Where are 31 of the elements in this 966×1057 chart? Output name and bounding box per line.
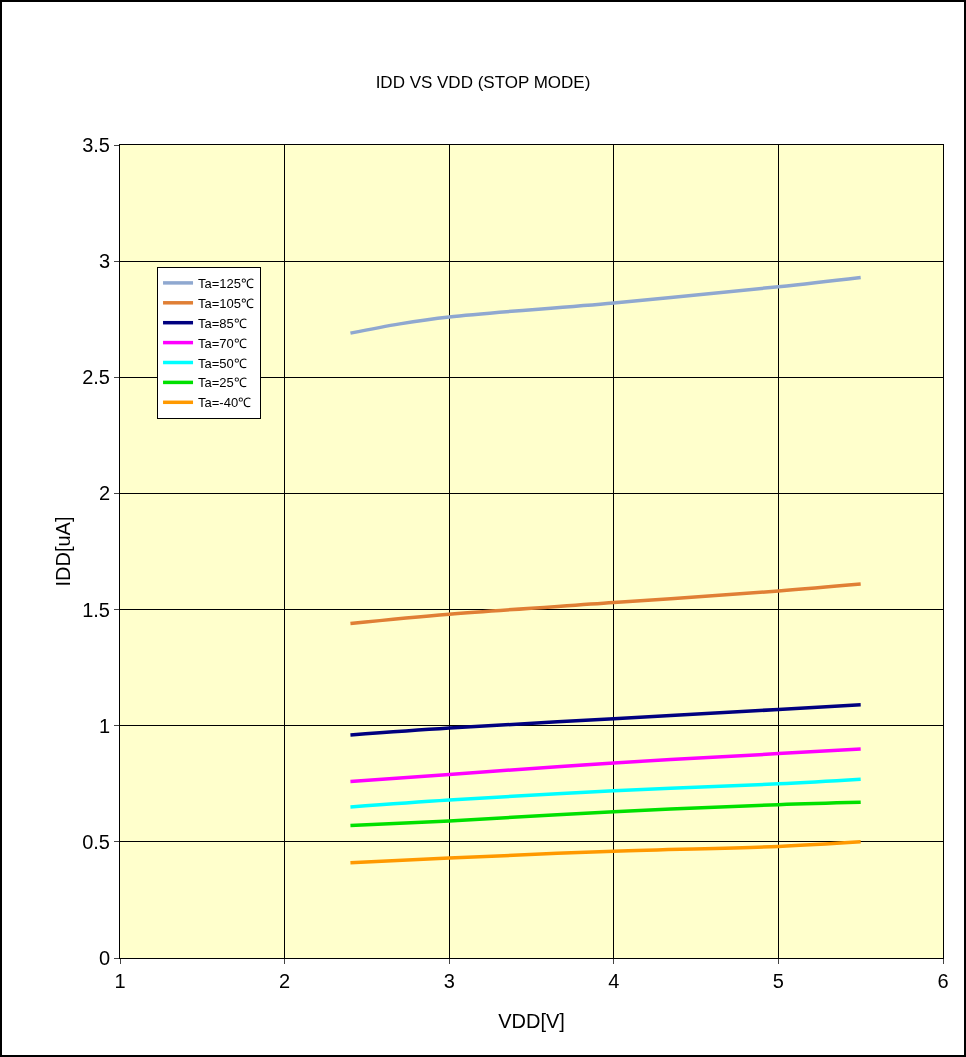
y-tick-label: 1.5 [82,598,110,621]
y-tick-label: 2 [98,482,110,505]
line-series [348,840,863,865]
x-tick-label: 5 [772,970,784,992]
y-tick-label: 3.5 [82,134,110,156]
legend-label: Ta=125℃ [198,275,255,291]
y-axis-title: IDD[uA] [52,516,74,587]
x-tick-label: 3 [443,970,455,992]
line-series [348,275,863,335]
legend-label: Ta=105℃ [198,295,255,311]
x-axis-title: VDD[V] [498,1010,565,1032]
line-series [348,777,863,809]
x-tick-label: 4 [608,970,620,992]
legend-label: Ta=85℃ [198,315,247,331]
x-tick-label: 6 [937,970,949,992]
line-series [348,582,863,626]
legend-label: Ta=50℃ [198,355,247,371]
legend-label: Ta=25℃ [198,375,247,391]
y-tick-label: 1 [98,714,110,737]
legend-label: Ta=-40℃ [198,395,252,411]
y-tick-label: 2.5 [82,366,110,389]
y-tick-label: 0.5 [82,830,110,853]
y-tick-label: 0 [98,947,110,969]
chart-title: IDD VS VDD (STOP MODE) [375,72,591,92]
y-tick-label: 3 [98,250,110,273]
line-series [348,703,863,737]
line-series [348,800,863,828]
legend-label: Ta=70℃ [198,335,247,351]
x-tick-label: 1 [114,970,126,992]
x-tick-label: 2 [279,970,291,992]
line-series [348,747,863,784]
